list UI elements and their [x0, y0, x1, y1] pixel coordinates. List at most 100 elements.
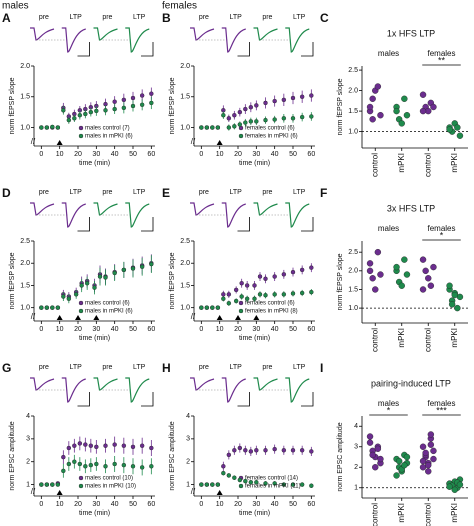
data-point	[72, 459, 77, 464]
data-point	[430, 263, 437, 271]
data-point	[39, 125, 44, 130]
trace	[61, 377, 86, 403]
data-point	[427, 282, 435, 289]
y-tick-label: 1	[186, 481, 190, 488]
data-point	[237, 477, 243, 483]
x-tick-label: 30	[92, 151, 100, 158]
legend-label: females in mPKI (6)	[245, 134, 298, 140]
data-point	[226, 292, 232, 297]
y-tick-label: 2.0	[180, 63, 190, 70]
data-point	[226, 125, 232, 130]
trace-label: LTP	[133, 364, 146, 371]
data-point	[233, 298, 239, 304]
y-tick-label: 1	[354, 485, 358, 492]
panel-letter: D	[2, 186, 11, 200]
x-tick-label: 40	[111, 501, 119, 508]
group-label: males	[378, 49, 399, 58]
y-tick-label: 3	[26, 436, 30, 443]
scale-bar	[141, 42, 154, 57]
panel-letter: B	[162, 11, 171, 25]
trace-label: pre	[199, 189, 209, 196]
x-tick-label: 10	[56, 151, 64, 158]
y-tick-label: 2	[186, 459, 190, 466]
stimulus-marker	[56, 140, 63, 145]
legend-marker	[78, 483, 84, 489]
data-point	[88, 462, 94, 468]
data-point	[290, 95, 296, 101]
trace	[190, 27, 215, 41]
panel-letter: H	[162, 361, 171, 375]
data-point	[369, 451, 376, 459]
trace-label: LTP	[69, 14, 82, 21]
y-tick-label: 4	[354, 423, 358, 430]
data-point	[239, 294, 244, 299]
data-point	[272, 274, 277, 279]
data-point	[254, 119, 259, 124]
data-point	[139, 93, 145, 98]
significance-label: *	[387, 405, 391, 415]
x-tick-label: mPKI	[397, 328, 406, 348]
data-point	[290, 269, 296, 275]
trace-label: pre	[262, 189, 272, 196]
data-point	[419, 107, 427, 115]
legend-marker	[78, 308, 84, 314]
panel-title: pairing-induced LTP	[371, 378, 451, 388]
legend-marker	[238, 133, 244, 139]
data-point	[50, 305, 55, 310]
y-tick-label: 2.0	[20, 260, 30, 267]
panel-letter: C	[320, 11, 329, 25]
trace-label: pre	[39, 364, 49, 371]
data-point	[84, 281, 90, 286]
x-tick-label: 0	[199, 326, 203, 333]
x-tick-label: 60	[307, 151, 315, 158]
legend-marker	[78, 300, 84, 306]
x-tick-label: 60	[307, 326, 315, 333]
legend-label: females control (6)	[245, 126, 295, 132]
data-point	[121, 105, 127, 111]
data-point	[454, 124, 461, 131]
x-tick-label: 50	[129, 151, 137, 158]
scale-bar	[301, 392, 314, 407]
x-tick-label: 60	[307, 501, 315, 508]
data-point	[403, 453, 411, 461]
data-point	[149, 261, 154, 267]
x-tick-label: 30	[92, 326, 100, 333]
x-tick-label: 10	[216, 326, 224, 333]
x-tick-label: 50	[289, 151, 297, 158]
y-tick-label: 1.5	[180, 94, 190, 101]
data-point	[299, 482, 305, 487]
x-tick-label: 0	[199, 151, 203, 158]
data-point	[103, 108, 108, 113]
data-point	[221, 292, 226, 297]
data-point	[281, 272, 287, 277]
data-point	[55, 125, 61, 130]
data-point	[94, 444, 99, 450]
data-point	[204, 305, 210, 310]
data-point	[248, 105, 254, 110]
scale-bar	[77, 42, 90, 57]
y-tick-label: 1.0	[180, 305, 190, 312]
x-tick-label: 40	[271, 326, 279, 333]
data-point	[66, 296, 72, 301]
data-point	[221, 464, 226, 469]
x-tick-label: 30	[252, 501, 260, 508]
trace-label: LTP	[69, 364, 82, 371]
data-point	[50, 124, 55, 130]
x-axis-label: time (min)	[79, 160, 110, 167]
data-point	[244, 283, 250, 288]
trace	[93, 27, 118, 41]
data-point	[72, 443, 77, 448]
data-point	[393, 107, 400, 115]
data-point	[451, 486, 458, 493]
data-point	[204, 482, 210, 487]
data-point	[377, 111, 384, 119]
data-point	[233, 287, 239, 293]
legend-marker	[238, 483, 244, 489]
trace	[125, 202, 150, 228]
x-tick-label: 20	[234, 326, 242, 333]
x-tick-label: 50	[289, 501, 297, 508]
data-point	[66, 461, 72, 467]
y-tick-label: 2	[26, 459, 30, 466]
y-tick-label: 1.0	[20, 124, 30, 131]
data-point	[66, 117, 72, 123]
